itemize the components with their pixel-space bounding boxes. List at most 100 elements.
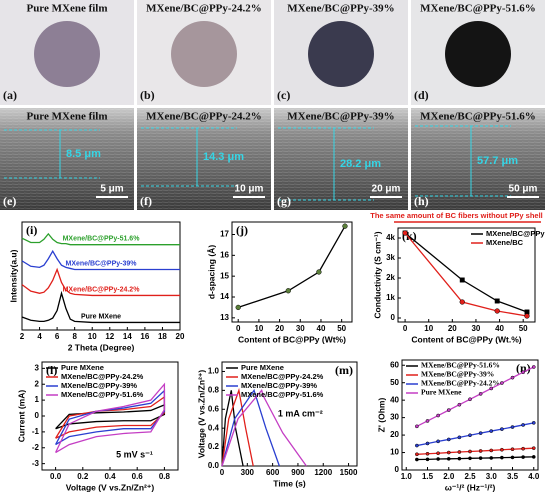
marker	[510, 375, 515, 380]
y-tick-label: -2	[32, 443, 40, 452]
series-line	[221, 388, 280, 467]
series-line	[221, 390, 244, 467]
x-tick-label: 1200	[314, 468, 332, 477]
chart-title: The same amount of BC fibers without PPy…	[370, 211, 543, 220]
marker	[531, 421, 536, 425]
marker	[459, 299, 465, 305]
y-tick-label: -3	[32, 459, 40, 468]
marker	[510, 455, 515, 460]
marker	[342, 223, 348, 229]
legend-label: Pure MXene	[81, 313, 121, 320]
marker	[521, 446, 525, 451]
sem-texture	[411, 108, 545, 210]
y-axis-label: d-spacing (Å)	[206, 245, 216, 299]
marker	[457, 456, 462, 461]
x-tick-label: 30	[296, 324, 305, 333]
marker	[521, 423, 525, 427]
x-tick-label: 50	[337, 324, 346, 333]
photo-label: (a)	[3, 88, 17, 102]
thickness-value: 28.2 μm	[340, 158, 381, 170]
y-tick-label: 14	[220, 292, 229, 301]
x-tick-label: 50	[519, 324, 528, 333]
y-tick-label: 10	[390, 448, 399, 457]
y-tick-label: 16	[220, 250, 229, 259]
film-disc	[445, 21, 511, 87]
x-tick-label: 0	[236, 324, 241, 333]
x-tick-label: 300	[241, 468, 255, 477]
y-tick-label: 40	[390, 395, 399, 404]
legend-label: MXene/BC@PPy-51.6%	[61, 390, 144, 399]
series-line	[416, 366, 535, 427]
sem-label: (f)	[140, 194, 152, 208]
legend-label: MXene/BC@PPy-39%	[61, 381, 137, 390]
marker	[489, 429, 494, 433]
marker	[457, 435, 462, 440]
sem-label: (e)	[3, 194, 16, 208]
x-tick-label: 14	[123, 332, 132, 341]
x-tick-label: 0.0	[50, 472, 62, 481]
x-tick-label: 40	[317, 324, 326, 333]
photo-label: (b)	[140, 88, 155, 102]
y-tick-label: 0	[391, 313, 396, 322]
marker	[415, 443, 419, 448]
marker	[468, 449, 472, 454]
x-tick-label: 8	[72, 332, 77, 341]
series-line	[21, 232, 180, 246]
scale-bar-label: 20 μm	[372, 184, 401, 195]
legend-label: MXene/BC@PPy-51.6%	[421, 361, 500, 370]
marker	[446, 408, 451, 412]
sem-texture	[137, 108, 271, 210]
legend-label: Pure MXene	[241, 363, 284, 372]
scale-bar-label: 5 μm	[100, 184, 123, 195]
marker	[436, 451, 440, 456]
x-axis-label: Time (s)	[273, 478, 306, 488]
x-tick-label: 2.0	[443, 472, 455, 481]
sem-label: (g)	[277, 194, 291, 208]
y-tick-label: 2	[35, 379, 40, 388]
panel-label: (l)	[46, 363, 57, 377]
legend-label: MXene/BC@PPy-24.2%	[241, 372, 324, 381]
sem-title: MXene/BC@PPy-24.2%	[146, 111, 262, 123]
marker	[425, 457, 430, 462]
x-tick-label: 3.5	[507, 472, 519, 481]
marker	[436, 413, 440, 418]
marker	[235, 304, 241, 311]
series-line	[416, 422, 534, 447]
x-tick-label: 4	[37, 332, 42, 341]
series-line	[404, 232, 528, 313]
x-tick-label: 18	[158, 332, 167, 341]
legend-label: MXene/BC@PPy-24.2%	[61, 372, 144, 381]
legend-label: MXene/BC	[486, 238, 524, 247]
plot-frame	[231, 221, 353, 323]
x-axis-label: Content of BC@PPy (Wt.%)	[411, 334, 521, 344]
sem-title: MXene/BC@PPy-51.6%	[420, 111, 536, 123]
x-tick-label: 1500	[340, 468, 358, 477]
y-tick-label: 1.0	[208, 367, 220, 376]
y-tick-label: 3k	[386, 253, 395, 262]
marker	[531, 446, 536, 451]
legend-label: MXene/BC@PPy-39%	[65, 260, 137, 267]
film-disc	[308, 21, 374, 87]
x-tick-label: 10	[254, 324, 263, 333]
photo-title: MXene/BC@PPy-51.6%	[420, 3, 536, 15]
y-tick-label: 1k	[386, 293, 395, 302]
y-tick-label: 4k	[386, 233, 395, 242]
x-tick-label: 20	[176, 332, 185, 341]
marker	[489, 448, 494, 453]
y-tick-label: 0.6	[208, 404, 220, 413]
y-tick-label: 17	[220, 230, 229, 239]
series-line	[221, 387, 254, 467]
marker	[510, 425, 515, 429]
plot-frame	[221, 361, 358, 467]
marker	[446, 450, 451, 455]
legend-label: MXene/BC@PPy-39%	[241, 381, 317, 390]
marker	[457, 450, 462, 454]
marker	[494, 308, 500, 314]
x-tick-label: 0	[403, 324, 408, 333]
marker	[425, 419, 430, 423]
film-disc	[34, 21, 100, 87]
marker	[285, 288, 291, 294]
marker	[415, 424, 419, 429]
sem-label: (h)	[414, 194, 429, 208]
